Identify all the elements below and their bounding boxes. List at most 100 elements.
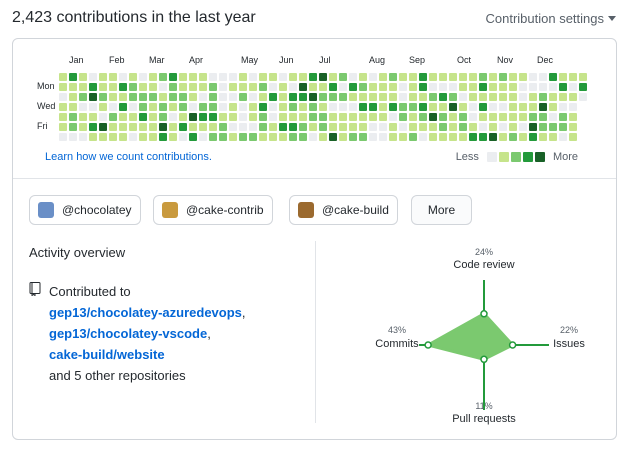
contribution-day-cell[interactable] xyxy=(309,113,317,121)
contribution-day-cell[interactable] xyxy=(529,113,537,121)
contribution-day-cell[interactable] xyxy=(229,133,237,141)
contribution-day-cell[interactable] xyxy=(409,113,417,121)
contribution-day-cell[interactable] xyxy=(179,103,187,111)
contribution-day-cell[interactable] xyxy=(159,73,167,81)
contribution-day-cell[interactable] xyxy=(89,73,97,81)
contribution-day-cell[interactable] xyxy=(149,83,157,91)
contribution-day-cell[interactable] xyxy=(429,133,437,141)
contribution-day-cell[interactable] xyxy=(269,113,277,121)
contribution-day-cell[interactable] xyxy=(459,73,467,81)
contribution-day-cell[interactable] xyxy=(319,73,327,81)
contribution-day-cell[interactable] xyxy=(89,123,97,131)
contribution-day-cell[interactable] xyxy=(569,83,577,91)
contribution-day-cell[interactable] xyxy=(279,93,287,101)
contribution-day-cell[interactable] xyxy=(209,133,217,141)
contribution-day-cell[interactable] xyxy=(219,93,227,101)
contribution-day-cell[interactable] xyxy=(479,83,487,91)
contribution-day-cell[interactable] xyxy=(189,133,197,141)
contribution-day-cell[interactable] xyxy=(469,113,477,121)
repo-link[interactable]: gep13/chocolatey-azuredevops xyxy=(49,305,242,320)
contribution-day-cell[interactable] xyxy=(369,93,377,101)
contribution-day-cell[interactable] xyxy=(369,123,377,131)
contribution-day-cell[interactable] xyxy=(499,123,507,131)
contribution-day-cell[interactable] xyxy=(229,73,237,81)
contribution-day-cell[interactable] xyxy=(239,73,247,81)
contribution-day-cell[interactable] xyxy=(89,93,97,101)
contribution-day-cell[interactable] xyxy=(409,123,417,131)
contribution-day-cell[interactable] xyxy=(149,73,157,81)
contribution-day-cell[interactable] xyxy=(89,133,97,141)
contribution-day-cell[interactable] xyxy=(309,103,317,111)
contribution-day-cell[interactable] xyxy=(379,83,387,91)
contribution-day-cell[interactable] xyxy=(119,83,127,91)
contribution-day-cell[interactable] xyxy=(279,123,287,131)
contribution-day-cell[interactable] xyxy=(289,83,297,91)
contribution-day-cell[interactable] xyxy=(209,113,217,121)
contribution-day-cell[interactable] xyxy=(399,93,407,101)
contribution-day-cell[interactable] xyxy=(399,133,407,141)
contribution-day-cell[interactable] xyxy=(289,93,297,101)
contribution-day-cell[interactable] xyxy=(229,103,237,111)
contribution-day-cell[interactable] xyxy=(209,93,217,101)
contribution-day-cell[interactable] xyxy=(99,103,107,111)
contribution-day-cell[interactable] xyxy=(569,93,577,101)
contribution-day-cell[interactable] xyxy=(199,103,207,111)
contribution-day-cell[interactable] xyxy=(89,83,97,91)
contribution-day-cell[interactable] xyxy=(309,133,317,141)
contribution-day-cell[interactable] xyxy=(289,123,297,131)
contribution-day-cell[interactable] xyxy=(99,133,107,141)
contribution-day-cell[interactable] xyxy=(349,113,357,121)
contribution-day-cell[interactable] xyxy=(459,133,467,141)
contribution-day-cell[interactable] xyxy=(239,83,247,91)
repo-link[interactable]: cake-build/website xyxy=(49,347,165,362)
contribution-day-cell[interactable] xyxy=(179,73,187,81)
contribution-day-cell[interactable] xyxy=(529,103,537,111)
contribution-day-cell[interactable] xyxy=(509,73,517,81)
contribution-day-cell[interactable] xyxy=(509,113,517,121)
contribution-day-cell[interactable] xyxy=(499,73,507,81)
contribution-day-cell[interactable] xyxy=(239,103,247,111)
contribution-day-cell[interactable] xyxy=(109,93,117,101)
contribution-day-cell[interactable] xyxy=(319,83,327,91)
contribution-day-cell[interactable] xyxy=(489,103,497,111)
contribution-day-cell[interactable] xyxy=(479,93,487,101)
contribution-day-cell[interactable] xyxy=(139,113,147,121)
contribution-day-cell[interactable] xyxy=(519,73,527,81)
org-filter-chocolatey[interactable]: @chocolatey xyxy=(29,195,141,225)
contribution-day-cell[interactable] xyxy=(309,93,317,101)
contribution-day-cell[interactable] xyxy=(429,103,437,111)
contribution-day-cell[interactable] xyxy=(399,73,407,81)
contribution-day-cell[interactable] xyxy=(179,93,187,101)
contribution-day-cell[interactable] xyxy=(449,73,457,81)
contribution-day-cell[interactable] xyxy=(369,113,377,121)
contribution-day-cell[interactable] xyxy=(299,83,307,91)
contribution-day-cell[interactable] xyxy=(439,73,447,81)
contribution-day-cell[interactable] xyxy=(489,113,497,121)
contribution-day-cell[interactable] xyxy=(549,83,557,91)
contribution-day-cell[interactable] xyxy=(229,113,237,121)
contribution-day-cell[interactable] xyxy=(429,93,437,101)
contribution-day-cell[interactable] xyxy=(449,123,457,131)
contribution-day-cell[interactable] xyxy=(289,113,297,121)
contribution-day-cell[interactable] xyxy=(469,83,477,91)
contribution-day-cell[interactable] xyxy=(169,73,177,81)
contribution-day-cell[interactable] xyxy=(439,93,447,101)
contribution-day-cell[interactable] xyxy=(169,123,177,131)
contribution-day-cell[interactable] xyxy=(389,73,397,81)
contribution-day-cell[interactable] xyxy=(539,103,547,111)
contribution-day-cell[interactable] xyxy=(249,83,257,91)
contribution-day-cell[interactable] xyxy=(179,133,187,141)
contribution-day-cell[interactable] xyxy=(69,133,77,141)
contribution-day-cell[interactable] xyxy=(459,123,467,131)
contribution-day-cell[interactable] xyxy=(429,83,437,91)
contribution-day-cell[interactable] xyxy=(219,83,227,91)
contribution-day-cell[interactable] xyxy=(239,113,247,121)
contribution-day-cell[interactable] xyxy=(299,113,307,121)
contribution-day-cell[interactable] xyxy=(499,113,507,121)
contribution-day-cell[interactable] xyxy=(109,83,117,91)
contribution-day-cell[interactable] xyxy=(79,73,87,81)
contribution-day-cell[interactable] xyxy=(239,133,247,141)
contribution-day-cell[interactable] xyxy=(559,133,567,141)
contribution-day-cell[interactable] xyxy=(519,83,527,91)
contribution-day-cell[interactable] xyxy=(409,103,417,111)
